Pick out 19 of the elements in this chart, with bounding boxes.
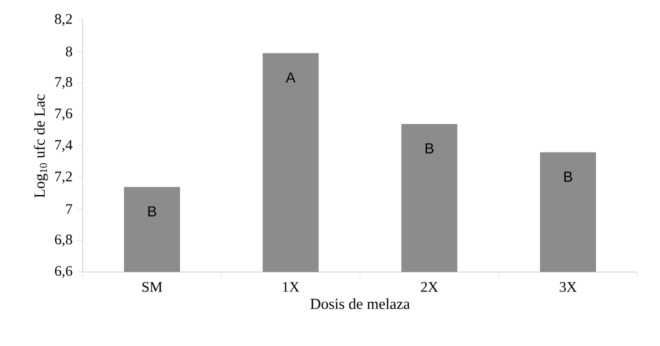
x-axis-title: Dosis de melaza — [310, 298, 410, 310]
y-axis-title: Log$_{10}$ ufc de Lac — [34, 94, 48, 198]
y-tick-label: 8,2 — [54, 14, 72, 26]
annotation: A — [286, 72, 296, 82]
y-tick-label: 7,2 — [55, 172, 72, 184]
x-tick-label: SM — [142, 282, 162, 292]
x-tick-label: 1X — [283, 282, 300, 292]
y-tick-label: 6,6 — [55, 266, 72, 278]
y-tick-label: 7,8 — [55, 77, 72, 89]
annotation: B — [426, 143, 434, 154]
x-tick-label: 2X — [421, 282, 438, 292]
annotation: B — [564, 172, 572, 182]
y-tick-label: 7 — [66, 204, 72, 214]
x-tick-label: 3X — [560, 282, 577, 292]
y-tick-label: 7,6 — [55, 108, 72, 120]
y-tick-label: 8 — [66, 46, 72, 56]
annotation: B — [148, 206, 156, 216]
y-tick-label: 6,8 — [55, 234, 72, 246]
y-tick-label: 7,4 — [55, 140, 72, 152]
